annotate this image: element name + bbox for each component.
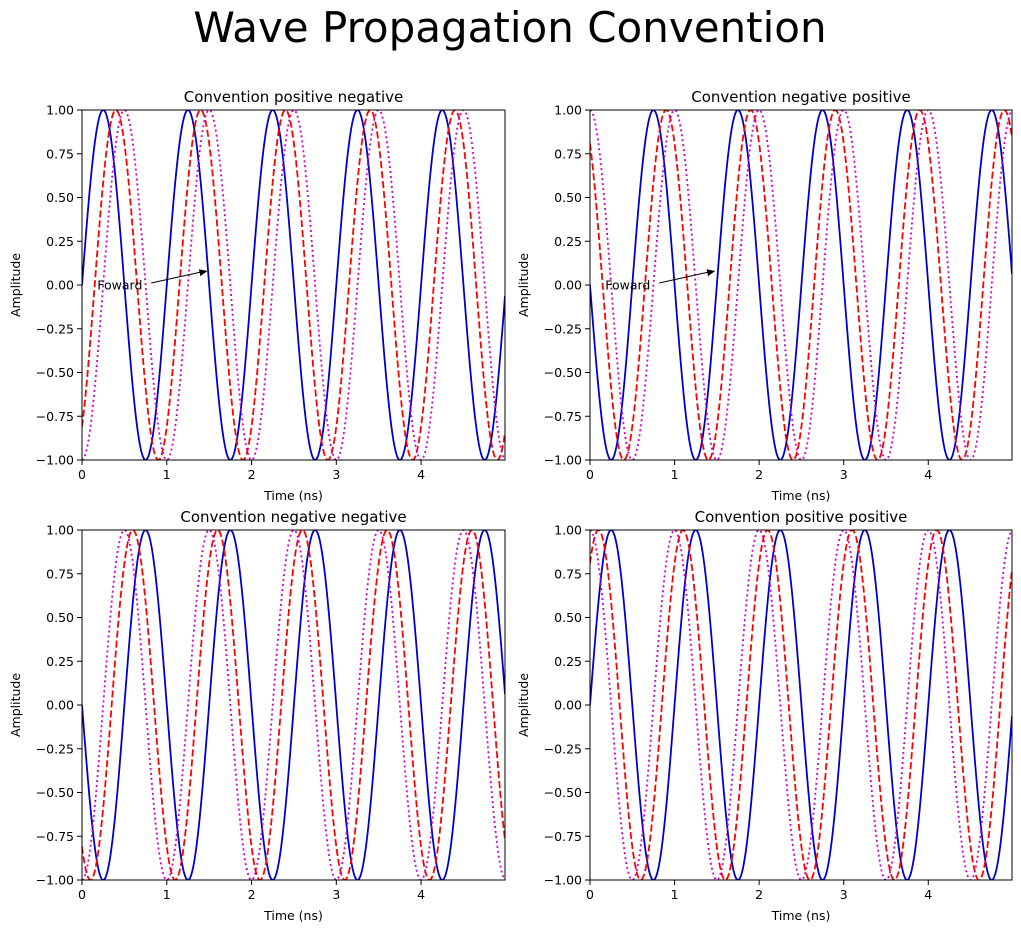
x-tick-label: 3	[332, 887, 340, 902]
y-tick-label: 0.25	[554, 654, 582, 669]
x-tick-label: 0	[78, 887, 86, 902]
y-tick-label: 0.25	[554, 234, 582, 249]
series-line-1	[590, 530, 1012, 880]
y-tick-label: 0.75	[554, 566, 582, 581]
x-axis-label: Time (ns)	[771, 488, 831, 503]
y-axis-label: Amplitude	[516, 253, 531, 317]
panels-group: 0 1 2 3 4 −1.00 −0.75 −0.50 −0.25 0.00 0.25 0.50 0.7…	[8, 88, 1013, 923]
annotation-text: Foward	[97, 278, 142, 293]
y-tick-label: −0.50	[544, 785, 582, 800]
y-tick-label: 0.25	[46, 654, 74, 669]
y-tick-label: 0.00	[46, 698, 74, 713]
y-tick-label: −0.75	[36, 409, 74, 424]
x-tick-label: 0	[78, 467, 86, 482]
y-tick-label: 0.75	[46, 566, 74, 581]
y-tick-label: 0.00	[554, 278, 582, 293]
y-tick-label: −0.75	[36, 829, 74, 844]
y-tick-label: −1.00	[544, 453, 582, 468]
y-tick-label: 0.50	[46, 190, 74, 205]
y-tick-label: 0.50	[554, 190, 582, 205]
x-tick-label: 2	[248, 887, 256, 902]
annotation-arrow-line	[151, 271, 204, 284]
series-line-1	[590, 110, 1012, 460]
series-line-2	[590, 530, 1012, 880]
y-tick-label: 0.00	[554, 698, 582, 713]
x-axis-label: Time (ns)	[263, 908, 323, 923]
y-tick-label: −0.25	[544, 321, 582, 336]
y-tick-label: −1.00	[36, 453, 74, 468]
x-tick-label: 4	[924, 887, 932, 902]
panel-title: Convention positive negative	[184, 88, 403, 106]
annotation-text: Foward	[605, 278, 650, 293]
annotation-arrow-line	[659, 271, 712, 284]
x-tick-label: 0	[586, 887, 594, 902]
x-tick-label: 3	[332, 467, 340, 482]
x-tick-label: 2	[755, 887, 763, 902]
panel-title: Convention negative positive	[691, 88, 910, 106]
x-tick-label: 1	[671, 467, 679, 482]
y-axis-label: Amplitude	[8, 673, 23, 737]
x-tick-label: 4	[924, 467, 932, 482]
series-line-2	[82, 110, 505, 460]
y-tick-label: −1.00	[36, 873, 74, 888]
panel-3: 0 1 2 3 4 −1.00 −0.75 −0.50 −0.25 0.00 0.25 0.50 0.7…	[8, 508, 506, 923]
y-axis-label: Amplitude	[8, 253, 23, 317]
x-tick-label: 1	[163, 887, 171, 902]
x-tick-label: 4	[417, 467, 425, 482]
y-tick-label: 1.00	[46, 103, 74, 118]
x-tick-label: 0	[586, 467, 594, 482]
y-tick-label: 0.50	[554, 610, 582, 625]
panel-title: Convention positive positive	[695, 508, 908, 526]
y-tick-label: −0.75	[544, 829, 582, 844]
x-axis-label: Time (ns)	[771, 908, 831, 923]
y-tick-label: 0.75	[554, 146, 582, 161]
annotation-arrow-head	[706, 269, 716, 277]
y-tick-label: −0.25	[544, 741, 582, 756]
x-tick-label: 3	[840, 887, 848, 902]
x-tick-label: 4	[417, 887, 425, 902]
x-tick-label: 2	[755, 467, 763, 482]
x-axis-label: Time (ns)	[263, 488, 323, 503]
y-tick-label: 0.25	[46, 234, 74, 249]
y-tick-label: −0.50	[36, 365, 74, 380]
panel-1: 0 1 2 3 4 −1.00 −0.75 −0.50 −0.25 0.00 0.25 0.50 0.7…	[8, 88, 506, 503]
y-tick-label: −0.75	[544, 409, 582, 424]
y-tick-label: 0.50	[46, 610, 74, 625]
x-tick-label: 3	[840, 467, 848, 482]
panel-4: 0 1 2 3 4 −1.00 −0.75 −0.50 −0.25 0.00 0.25 0.50 0.7…	[516, 508, 1013, 923]
y-tick-label: 1.00	[46, 523, 74, 538]
series-line-1	[82, 530, 505, 880]
x-tick-label: 1	[163, 467, 171, 482]
annotation-arrow-head	[198, 269, 208, 277]
x-tick-label: 2	[248, 467, 256, 482]
figure-suptitle: Wave Propagation Convention	[193, 3, 826, 52]
y-tick-label: −0.50	[36, 785, 74, 800]
panel-2: 0 1 2 3 4 −1.00 −0.75 −0.50 −0.25 0.00 0.25 0.50 0.7…	[516, 88, 1013, 503]
y-tick-label: 0.00	[46, 278, 74, 293]
y-tick-label: −1.00	[544, 873, 582, 888]
series-line-2	[82, 530, 505, 880]
y-tick-label: −0.25	[36, 321, 74, 336]
series-line-2	[590, 110, 1012, 460]
y-tick-label: −0.50	[544, 365, 582, 380]
panel-title: Convention negative negative	[180, 508, 406, 526]
y-tick-label: 0.75	[46, 146, 74, 161]
y-tick-label: 1.00	[554, 523, 582, 538]
y-tick-label: 1.00	[554, 103, 582, 118]
y-tick-label: −0.25	[36, 741, 74, 756]
y-axis-label: Amplitude	[516, 673, 531, 737]
x-tick-label: 1	[671, 887, 679, 902]
series-line-1	[82, 110, 505, 460]
